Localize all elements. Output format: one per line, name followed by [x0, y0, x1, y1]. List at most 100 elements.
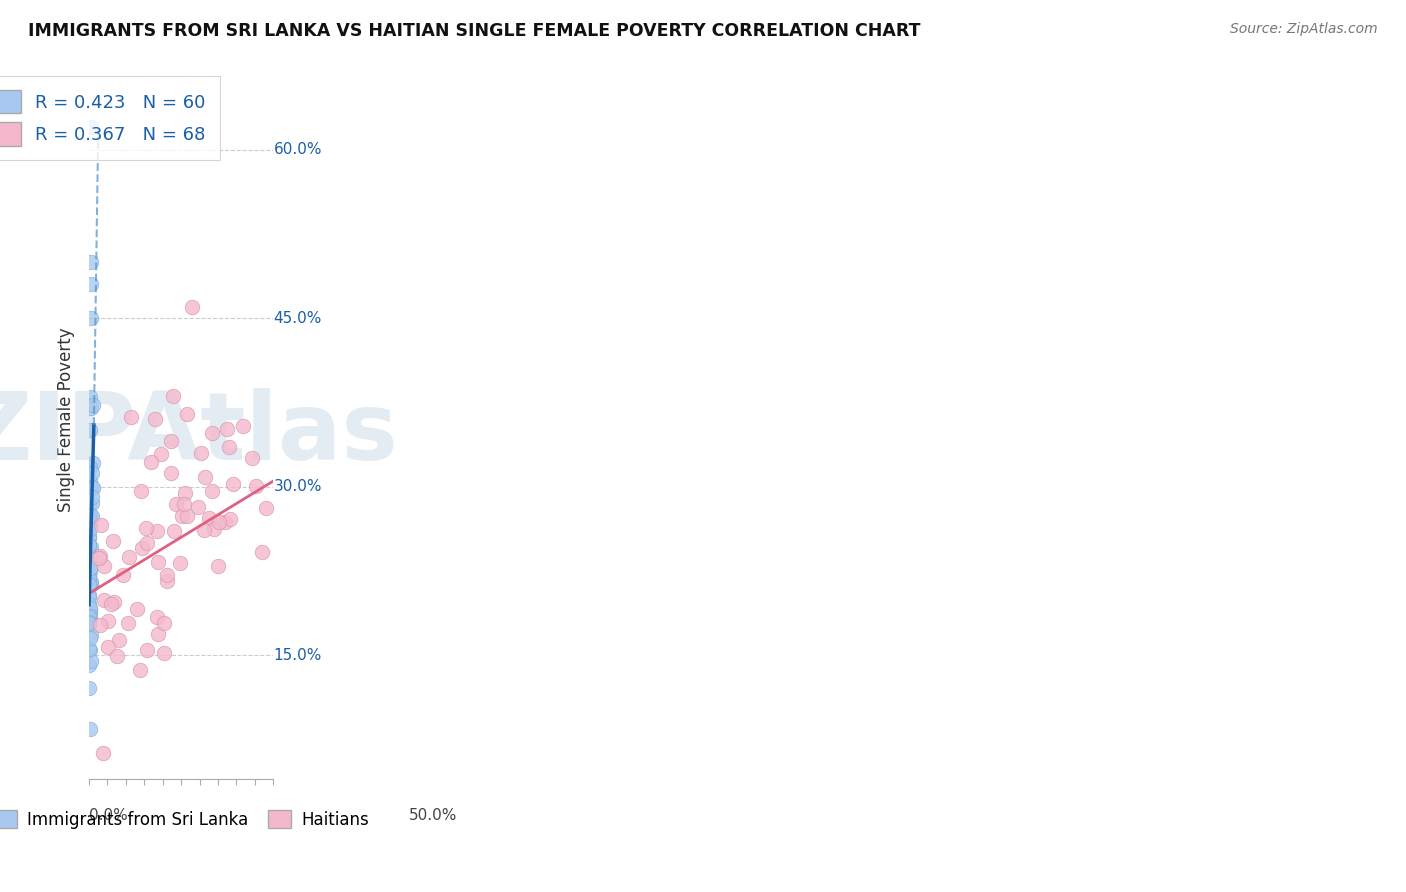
- Text: 15.0%: 15.0%: [274, 648, 322, 663]
- Point: [163, 524, 186, 538]
- Point: [159, 434, 181, 448]
- Point: [173, 497, 195, 511]
- Text: 45.0%: 45.0%: [274, 310, 322, 326]
- Point: [79, 607, 101, 622]
- Point: [120, 410, 142, 425]
- Point: [77, 642, 100, 657]
- Text: Source: ZipAtlas.com: Source: ZipAtlas.com: [1230, 22, 1378, 37]
- Point: [181, 300, 204, 314]
- Point: [129, 483, 152, 498]
- Point: [139, 455, 162, 469]
- Point: [152, 615, 174, 630]
- Point: [79, 569, 101, 583]
- Point: [79, 522, 101, 536]
- Point: [79, 597, 101, 611]
- Point: [79, 601, 101, 615]
- Point: [202, 522, 225, 536]
- Point: [135, 643, 157, 657]
- Point: [79, 311, 101, 326]
- Point: [254, 500, 277, 515]
- Point: [77, 538, 100, 552]
- Point: [105, 648, 128, 663]
- Point: [160, 467, 183, 481]
- Point: [77, 681, 100, 696]
- Point: [169, 556, 191, 570]
- Point: [79, 609, 101, 624]
- Point: [79, 632, 101, 646]
- Point: [82, 496, 104, 510]
- Point: [187, 500, 209, 514]
- Point: [232, 419, 254, 434]
- Point: [215, 422, 238, 436]
- Point: [214, 516, 236, 530]
- Point: [193, 523, 215, 537]
- Point: [190, 446, 212, 460]
- Point: [79, 576, 101, 591]
- Point: [87, 550, 110, 565]
- Point: [118, 550, 141, 565]
- Point: [79, 613, 101, 627]
- Point: [170, 508, 193, 523]
- Point: [82, 481, 104, 495]
- Point: [80, 654, 103, 668]
- Point: [79, 657, 101, 672]
- Y-axis label: Single Female Poverty: Single Female Poverty: [58, 327, 75, 512]
- Legend: Immigrants from Sri Lanka, Haitians: Immigrants from Sri Lanka, Haitians: [0, 804, 375, 835]
- Point: [112, 568, 135, 582]
- Point: [131, 541, 153, 555]
- Point: [143, 412, 166, 426]
- Point: [79, 618, 101, 632]
- Point: [80, 628, 103, 642]
- Point: [79, 602, 101, 616]
- Point: [79, 390, 101, 404]
- Point: [219, 512, 242, 526]
- Point: [97, 614, 120, 628]
- Point: [128, 663, 150, 677]
- Point: [155, 574, 177, 588]
- Point: [79, 424, 101, 438]
- Point: [82, 398, 104, 412]
- Point: [77, 508, 100, 522]
- Point: [79, 459, 101, 474]
- Point: [80, 491, 103, 505]
- Point: [127, 602, 149, 616]
- Point: [79, 474, 101, 488]
- Point: [156, 568, 179, 582]
- Point: [162, 389, 184, 403]
- Point: [79, 615, 101, 629]
- Point: [79, 277, 101, 292]
- Point: [222, 476, 245, 491]
- Point: [80, 255, 103, 269]
- Point: [176, 408, 198, 422]
- Point: [90, 517, 112, 532]
- Point: [108, 632, 131, 647]
- Point: [136, 535, 159, 549]
- Point: [77, 539, 100, 553]
- Point: [79, 607, 101, 621]
- Point: [135, 521, 157, 535]
- Point: [93, 592, 115, 607]
- Point: [79, 564, 101, 578]
- Point: [148, 555, 170, 569]
- Text: 0.0%: 0.0%: [89, 807, 128, 822]
- Point: [197, 510, 219, 524]
- Point: [218, 441, 240, 455]
- Point: [117, 616, 139, 631]
- Point: [93, 559, 115, 574]
- Point: [79, 401, 101, 415]
- Point: [80, 577, 103, 591]
- Point: [194, 470, 217, 484]
- Point: [201, 484, 224, 499]
- Point: [80, 509, 103, 524]
- Point: [79, 588, 101, 602]
- Point: [201, 425, 224, 440]
- Point: [148, 627, 170, 641]
- Point: [77, 590, 100, 604]
- Point: [100, 597, 122, 611]
- Point: [174, 485, 197, 500]
- Point: [80, 120, 103, 134]
- Point: [146, 610, 169, 624]
- Point: [79, 508, 101, 522]
- Point: [79, 550, 101, 565]
- Point: [79, 509, 101, 524]
